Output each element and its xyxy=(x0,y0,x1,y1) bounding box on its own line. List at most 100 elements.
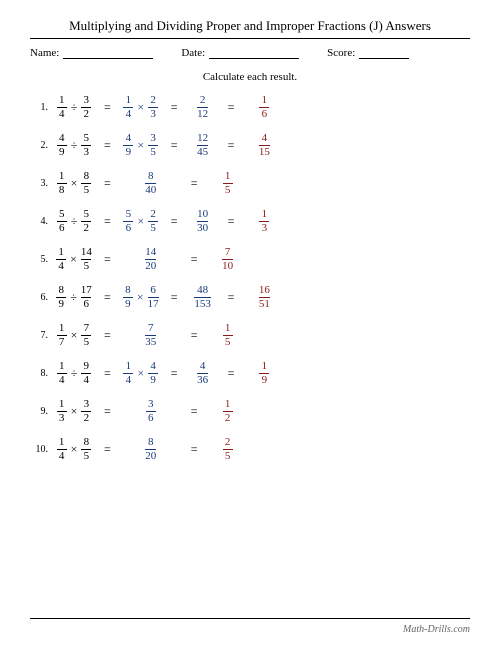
numerator: 2 xyxy=(200,95,206,107)
numerator: 5 xyxy=(84,133,90,145)
equals: = xyxy=(161,366,188,381)
numerator: 1 xyxy=(58,247,64,259)
problem-row: 7.17×75=735=15 xyxy=(34,323,470,348)
name-label: Name: xyxy=(30,47,59,59)
numerator: 7 xyxy=(225,247,231,259)
numerator: 4 xyxy=(150,361,156,373)
numerator: 8 xyxy=(125,285,131,297)
fraction: 145 xyxy=(81,247,92,272)
denominator: 10 xyxy=(222,259,233,272)
denominator: 35 xyxy=(145,335,156,348)
numerator: 1 xyxy=(59,437,65,449)
numerator: 1 xyxy=(262,209,268,221)
equals: = xyxy=(161,214,188,229)
denominator: 2 xyxy=(81,411,91,424)
equals: = xyxy=(94,100,121,115)
denominator: 3 xyxy=(81,145,91,158)
name-blank[interactable] xyxy=(63,47,153,59)
equals: = xyxy=(181,404,208,419)
step-simplified: 15 xyxy=(208,171,248,196)
denominator: 5 xyxy=(81,183,91,196)
instruction: Calculate each result. xyxy=(30,71,470,83)
numerator: 1 xyxy=(59,171,65,183)
footer-rule xyxy=(30,618,470,619)
problem-row: 9.13×32=36=12 xyxy=(34,399,470,424)
equals: = xyxy=(218,290,245,305)
fraction: 212 xyxy=(197,95,208,120)
score-blank[interactable] xyxy=(359,47,409,59)
equals: = xyxy=(181,176,208,191)
numerator: 1 xyxy=(262,95,268,107)
denominator: 20 xyxy=(145,449,156,462)
problem-row: 4.56÷52=56×25=1030=13 xyxy=(34,209,470,234)
problem-row: 5.14×145=1420=710 xyxy=(34,247,470,272)
numerator: 14 xyxy=(81,247,92,259)
denominator: 5 xyxy=(81,449,91,462)
equals: = xyxy=(94,328,121,343)
score-field: Score: xyxy=(327,47,409,59)
numerator: 4 xyxy=(126,133,132,145)
equals: = xyxy=(218,100,245,115)
fraction: 89 xyxy=(123,285,133,310)
equals: = xyxy=(181,328,208,343)
fraction: 49 xyxy=(123,133,133,158)
equals: = xyxy=(94,214,121,229)
fraction: 48153 xyxy=(194,285,211,310)
numerator: 9 xyxy=(84,361,90,373)
problem-number: 4. xyxy=(34,216,54,227)
step-reciprocal: 14×49 xyxy=(121,361,161,386)
equals: = xyxy=(181,442,208,457)
denominator: 15 xyxy=(259,145,270,158)
fraction: 13 xyxy=(259,209,269,234)
title-rule xyxy=(30,38,470,39)
numerator: 3 xyxy=(150,133,156,145)
problem-number: 10. xyxy=(34,444,54,455)
denominator: 7 xyxy=(57,335,67,348)
step-simplified: 13 xyxy=(244,209,284,234)
step-reciprocal: 14×23 xyxy=(121,95,161,120)
fraction: 94 xyxy=(81,361,91,386)
numerator: 1 xyxy=(126,95,132,107)
fraction: 18 xyxy=(57,171,67,196)
numerator: 10 xyxy=(197,209,208,221)
fraction: 14 xyxy=(123,361,133,386)
fraction: 14 xyxy=(57,361,67,386)
denominator: 3 xyxy=(259,221,269,234)
step-original: 14÷32 xyxy=(54,95,94,120)
fraction: 53 xyxy=(81,133,91,158)
fraction: 1651 xyxy=(259,285,270,310)
denominator: 45 xyxy=(197,145,208,158)
fraction: 32 xyxy=(81,399,91,424)
fraction: 75 xyxy=(81,323,91,348)
operator: × xyxy=(133,138,148,153)
equals: = xyxy=(94,366,121,381)
numerator: 14 xyxy=(145,247,156,259)
fraction: 89 xyxy=(56,285,66,310)
denominator: 5 xyxy=(148,145,158,158)
numerator: 3 xyxy=(148,399,154,411)
denominator: 4 xyxy=(81,373,91,386)
step-simplified: 1651 xyxy=(244,285,284,310)
fraction: 56 xyxy=(123,209,133,234)
fraction: 25 xyxy=(148,209,158,234)
footer-text: Math-Drills.com xyxy=(403,624,470,635)
date-blank[interactable] xyxy=(209,47,299,59)
fraction: 25 xyxy=(223,437,233,462)
denominator: 6 xyxy=(81,297,91,310)
denominator: 2 xyxy=(223,411,233,424)
step-reciprocal: 49×35 xyxy=(121,133,161,158)
denominator: 5 xyxy=(148,221,158,234)
operator: ÷ xyxy=(67,214,82,229)
numerator: 7 xyxy=(148,323,154,335)
numerator: 3 xyxy=(84,399,90,411)
step-original: 49÷53 xyxy=(54,133,94,158)
problem-number: 8. xyxy=(34,368,54,379)
step-product: 840 xyxy=(121,171,181,196)
step-simplified: 16 xyxy=(244,95,284,120)
problem-list: 1.14÷32=14×23=212=162.49÷53=49×35=1245=4… xyxy=(30,95,470,462)
equals: = xyxy=(181,252,208,267)
numerator: 6 xyxy=(150,285,156,297)
problem-number: 6. xyxy=(34,292,54,303)
numerator: 4 xyxy=(59,133,65,145)
denominator: 3 xyxy=(148,107,158,120)
